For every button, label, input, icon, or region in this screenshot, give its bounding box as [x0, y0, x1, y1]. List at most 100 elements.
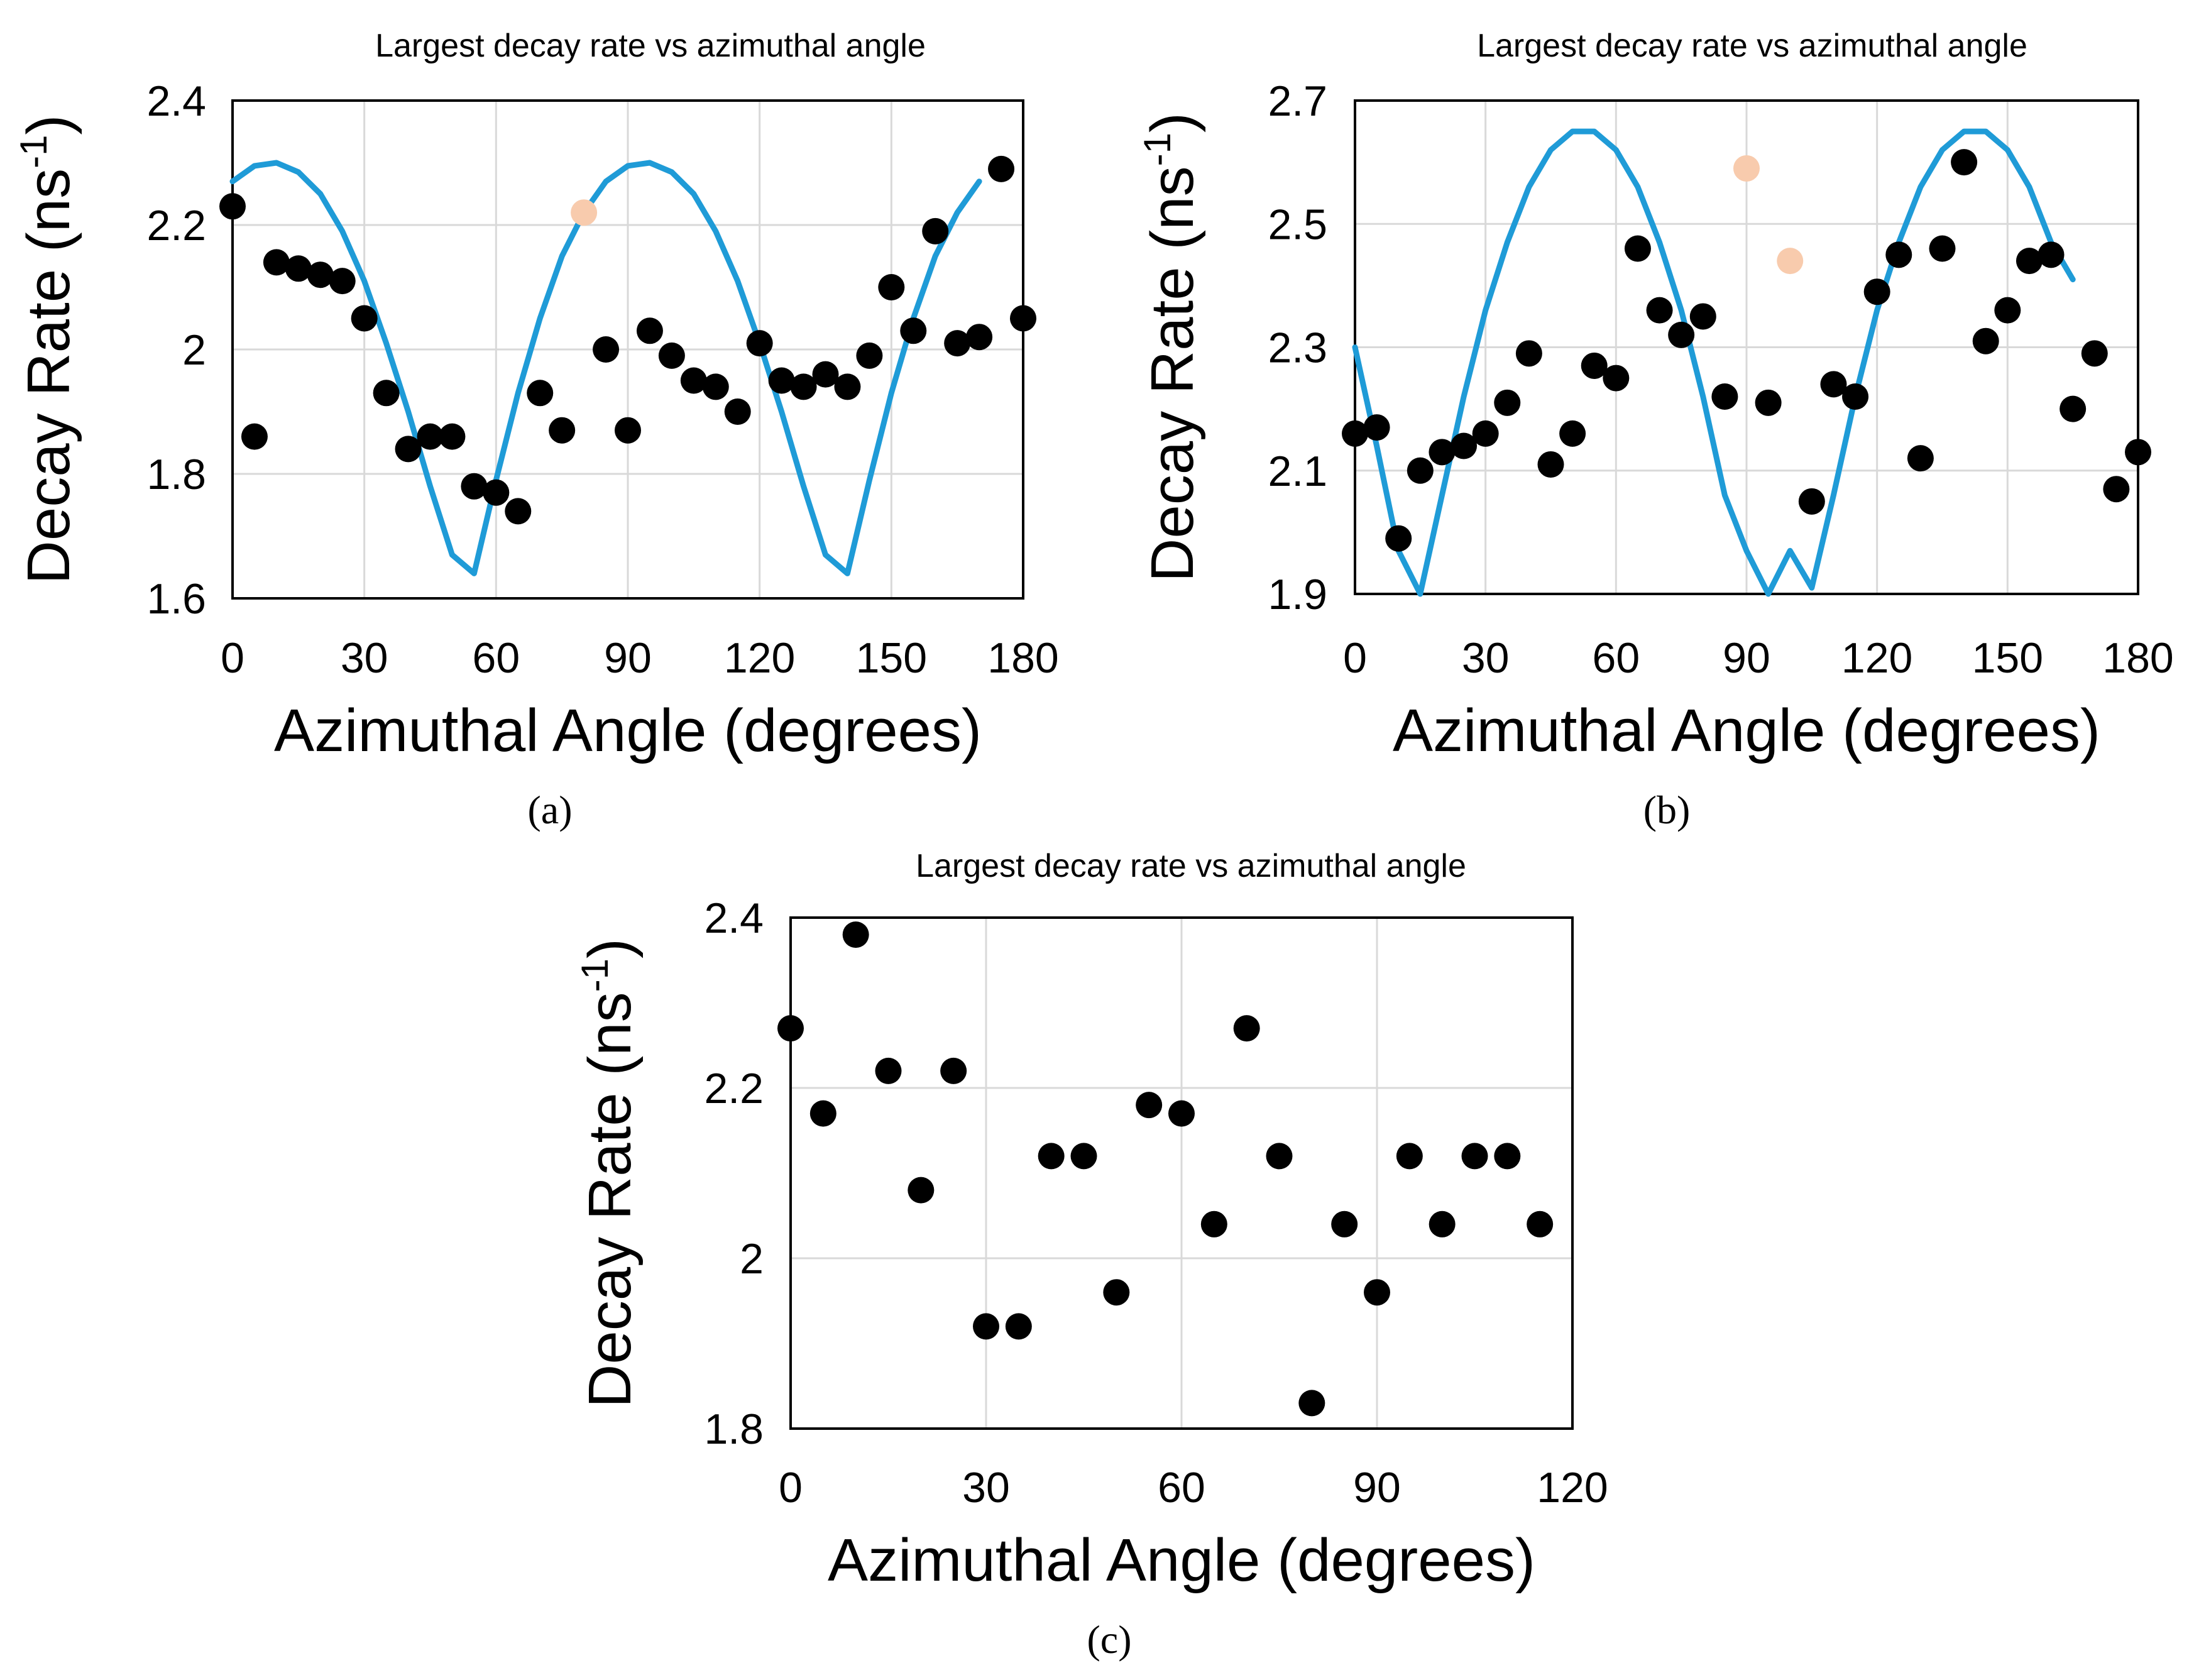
data-point	[1885, 241, 1912, 268]
outlier-point	[1733, 155, 1760, 182]
data-point	[1200, 1211, 1227, 1238]
x-axis-title: Azimuthal Angle (degrees)	[828, 1527, 1535, 1594]
x-tick-label: 180	[2102, 634, 2173, 682]
data-point	[2038, 241, 2065, 268]
data-point	[1005, 1313, 1032, 1340]
data-point	[702, 373, 729, 400]
data-point	[505, 498, 532, 525]
y-tick-label: 2.4	[704, 894, 764, 942]
data-point	[1407, 457, 1434, 484]
data-point	[658, 342, 685, 369]
data-point	[1972, 327, 1999, 354]
data-point	[1820, 371, 1847, 398]
data-point	[1103, 1279, 1130, 1306]
data-point	[2060, 395, 2087, 422]
data-point	[1863, 278, 1890, 305]
data-point	[593, 336, 620, 363]
data-point	[1755, 389, 1782, 416]
data-point	[307, 261, 334, 288]
data-point	[241, 423, 268, 450]
x-tick-label: 60	[1593, 634, 1640, 682]
x-tick-label: 60	[473, 634, 520, 682]
panel-c-chart: 1.8 2 2.2 2.4 0 30 60 90 120 Largest decay rate v…	[574, 848, 1608, 1662]
data-point	[263, 249, 290, 276]
data-point	[1929, 235, 1956, 262]
x-tick-label: 150	[856, 634, 927, 682]
data-point	[1951, 149, 1978, 176]
data-point	[417, 423, 444, 450]
data-point	[1070, 1143, 1097, 1170]
chart-title: Largest decay rate vs azimuthal angle	[1477, 28, 2027, 64]
data-point	[809, 1100, 836, 1127]
y-axis-title-superscript: -1	[13, 135, 55, 168]
data-point	[1668, 321, 1695, 348]
data-point	[2081, 340, 2108, 367]
data-point	[2103, 476, 2130, 503]
y-tick-label: 1.9	[1268, 571, 1327, 618]
data-point	[1342, 420, 1368, 447]
x-tick-label: 90	[1353, 1464, 1401, 1512]
data-point	[2016, 248, 2043, 275]
data-point	[1581, 352, 1608, 379]
y-tick-label: 2.4	[146, 77, 206, 125]
y-axis-title-close: )	[15, 115, 82, 135]
panel-a-chart: 1.6 1.8 2 2.2 2.4 0 30 60 90 120 150 180 Largest dec…	[13, 28, 1059, 832]
data-point	[285, 255, 312, 282]
data-point	[878, 274, 905, 300]
data-point	[329, 268, 356, 295]
data-point	[834, 373, 861, 400]
y-tick-label: 2.2	[704, 1065, 764, 1112]
data-point	[944, 330, 971, 357]
y-tick-label: 1.8	[146, 451, 206, 498]
data-point	[483, 479, 510, 506]
y-axis-title-text: Decay Rate (ns	[15, 168, 82, 585]
y-tick-label: 2	[740, 1235, 764, 1283]
y-axis-title-close: )	[1139, 113, 1206, 133]
data-point	[351, 305, 378, 332]
y-axis-title: Decay Rate (ns-1)	[574, 938, 644, 1408]
data-point	[1646, 297, 1673, 324]
data-point	[1527, 1211, 1554, 1238]
data-point	[527, 380, 554, 407]
data-point	[1168, 1100, 1195, 1127]
plot-area-border	[231, 99, 1024, 600]
data-point	[724, 398, 751, 425]
data-point	[395, 436, 422, 463]
x-axis-title: Azimuthal Angle (degrees)	[1393, 697, 2100, 764]
y-axis-title-text: Decay Rate (ns	[1139, 166, 1206, 582]
y-axis-title-superscript: -1	[574, 958, 616, 992]
y-tick-label: 2.3	[1268, 324, 1327, 372]
fit-curve	[1352, 128, 2076, 597]
data-point	[842, 921, 869, 948]
data-point	[768, 367, 795, 394]
data-point	[777, 1015, 804, 1042]
data-point	[966, 324, 993, 351]
data-point	[812, 361, 839, 388]
data-point	[1994, 297, 2021, 324]
chart-title: Largest decay rate vs azimuthal angle	[375, 28, 926, 64]
x-tick-label: 0	[779, 1464, 803, 1512]
y-axis-title: Decay Rate (ns-1)	[1136, 113, 1206, 582]
panel-label: (b)	[1643, 788, 1691, 832]
data-point	[1266, 1143, 1293, 1170]
data-point	[1711, 383, 1738, 410]
data-point	[461, 473, 488, 500]
data-point	[373, 380, 400, 407]
data-point	[973, 1313, 999, 1340]
data-point	[1233, 1015, 1260, 1042]
y-tick-label: 2	[182, 326, 206, 374]
data-point	[1298, 1390, 1325, 1417]
data-point	[1559, 420, 1586, 447]
data-point	[1842, 383, 1869, 410]
data-point	[1472, 420, 1499, 447]
data-point	[1429, 1211, 1456, 1238]
data-point	[988, 155, 1015, 182]
data-point	[1363, 414, 1390, 441]
panel-label: (a)	[527, 788, 572, 832]
data-point	[549, 417, 576, 444]
data-point	[1364, 1279, 1390, 1306]
y-axis-title-text: Decay Rate (ns	[576, 992, 644, 1408]
data-point	[636, 317, 663, 344]
y-tick-label: 1.8	[704, 1405, 764, 1453]
y-tick-label: 1.6	[146, 575, 206, 623]
